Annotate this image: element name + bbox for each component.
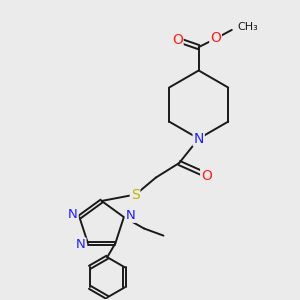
Text: N: N (68, 208, 78, 221)
Text: O: O (201, 169, 212, 183)
Text: S: S (131, 188, 140, 202)
Text: O: O (210, 31, 221, 45)
Text: N: N (76, 238, 86, 251)
Text: CH₃: CH₃ (238, 22, 258, 32)
Text: O: O (172, 33, 183, 47)
Text: N: N (125, 209, 135, 222)
Text: N: N (194, 132, 204, 145)
